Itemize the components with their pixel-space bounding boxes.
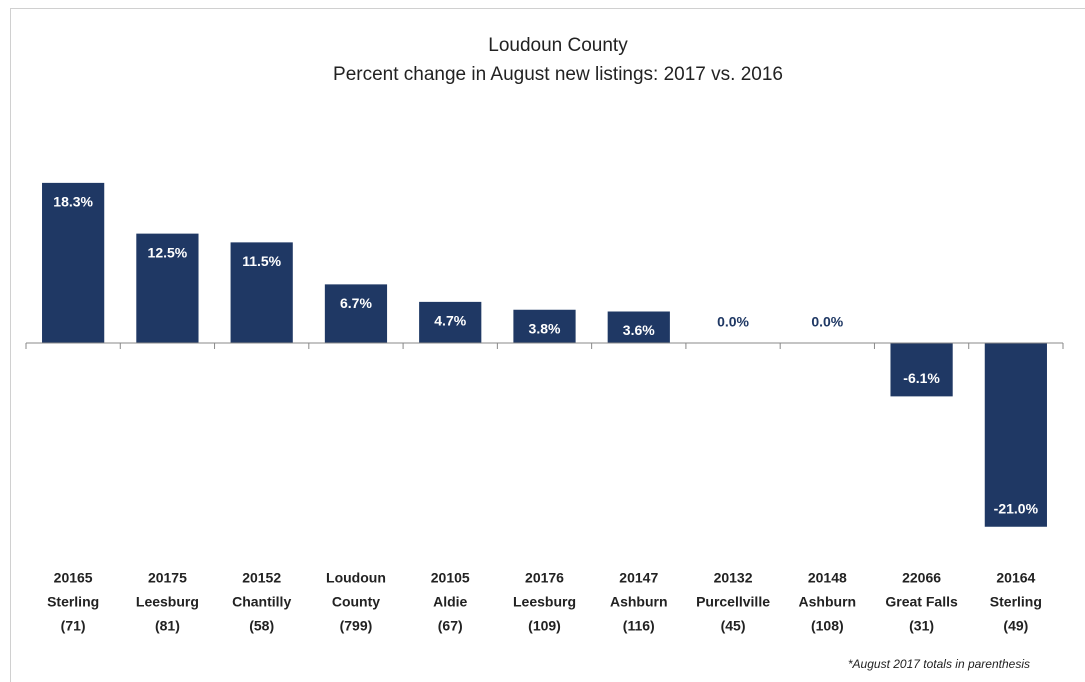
x-tick-label: County [332, 594, 380, 610]
x-tick-label: Ashburn [799, 594, 857, 610]
x-tick-label: 20165 [54, 570, 93, 586]
x-tick-label: Purcellville [696, 594, 770, 610]
value-label: -21.0% [994, 500, 1039, 516]
x-tick-label: 20164 [996, 570, 1035, 586]
value-label: 4.7% [434, 313, 466, 329]
bar [230, 242, 293, 343]
chart-title: Loudoun County [488, 35, 628, 56]
x-tick-label: 20175 [148, 570, 187, 586]
bar [607, 311, 670, 343]
x-tick-label: 20152 [242, 570, 281, 586]
value-label: -6.1% [903, 370, 940, 386]
x-tick-label: (116) [623, 618, 655, 634]
value-label: 3.6% [623, 322, 655, 338]
x-tick-label: (45) [721, 618, 746, 634]
x-tick-label: 20176 [525, 570, 564, 586]
x-tick-label: (31) [909, 618, 934, 634]
bar [42, 182, 105, 343]
x-tick-label: Chantilly [232, 594, 291, 610]
x-tick-label: (799) [340, 618, 373, 634]
x-tick-label: Great Falls [885, 594, 958, 610]
x-tick-label: Leesburg [513, 594, 576, 610]
bar [136, 233, 199, 343]
frame [10, 8, 1085, 682]
x-tick-label: 20105 [431, 570, 470, 586]
x-tick-label: Sterling [990, 594, 1042, 610]
x-tick-label: Ashburn [610, 594, 668, 610]
x-tick-label: 20132 [714, 570, 753, 586]
x-tick-label: Aldie [433, 594, 467, 610]
value-label: 12.5% [148, 244, 188, 260]
x-tick-label: (58) [249, 618, 274, 634]
x-tick-label: Loudoun [326, 570, 386, 586]
x-tick-label: (108) [811, 618, 844, 634]
footnote: *August 2017 totals in parenthesis [848, 657, 1030, 671]
x-tick-label: 20148 [808, 570, 847, 586]
x-tick-label: (109) [528, 618, 561, 634]
x-tick-label: 20147 [619, 570, 658, 586]
bar [984, 343, 1047, 527]
bar [513, 309, 576, 343]
chart-subtitle: Percent change in August new listings: 2… [333, 64, 783, 85]
x-tick-label: (49) [1003, 618, 1028, 634]
value-label: 18.3% [53, 194, 93, 210]
bar [419, 301, 482, 343]
x-tick-label: 22066 [902, 570, 941, 586]
x-tick-label: (67) [438, 618, 463, 634]
bar [324, 284, 388, 343]
value-label: 0.0% [717, 314, 749, 330]
value-label: 3.8% [529, 320, 561, 336]
x-tick-label: Sterling [47, 594, 99, 610]
x-tick-label: Leesburg [136, 594, 199, 610]
value-label: 11.5% [242, 253, 281, 269]
value-label: 6.7% [340, 295, 372, 311]
x-tick-label: (81) [155, 618, 180, 634]
x-tick-label: (71) [61, 618, 86, 634]
bar [890, 343, 953, 397]
value-label: 0.0% [811, 314, 843, 330]
